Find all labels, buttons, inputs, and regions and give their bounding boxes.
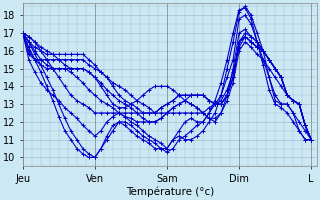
X-axis label: Température (°c): Température (°c) (126, 187, 214, 197)
